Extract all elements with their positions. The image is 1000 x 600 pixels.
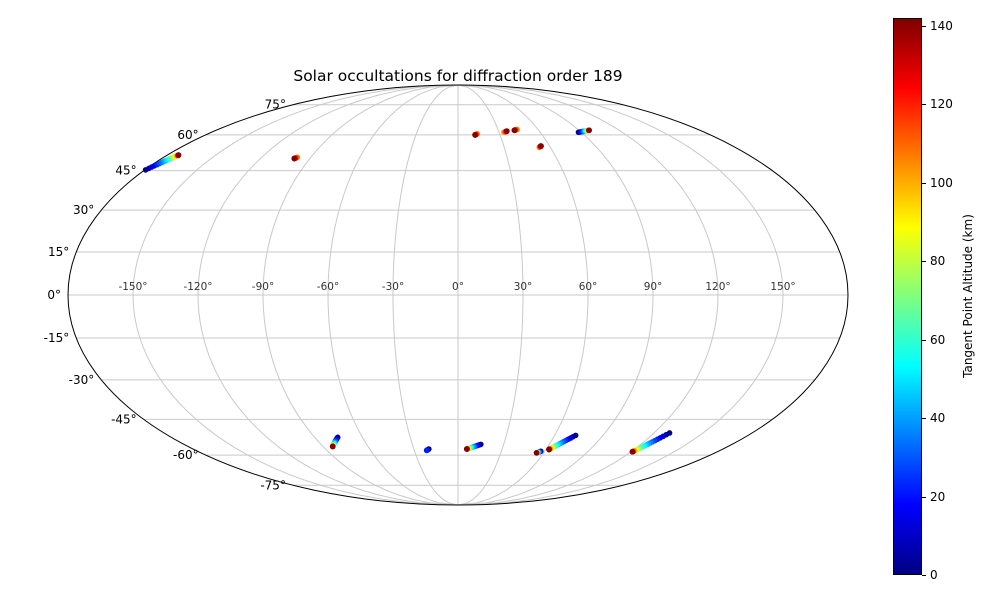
longitude-label: -90° bbox=[252, 281, 274, 293]
occultation-track bbox=[536, 143, 544, 151]
latitude-label: 60° bbox=[177, 128, 198, 142]
colorbar-tick-mark bbox=[922, 104, 926, 106]
occultation-track bbox=[291, 154, 301, 162]
occultation-track bbox=[464, 441, 484, 452]
latitude-label: -45° bbox=[111, 412, 137, 426]
occultation-point bbox=[533, 450, 540, 456]
occultation-track bbox=[142, 152, 182, 173]
colorbar-tick-label: 60 bbox=[930, 332, 946, 347]
occultation-track bbox=[501, 128, 510, 136]
colorbar-tick-mark bbox=[922, 182, 926, 184]
occultation-point bbox=[546, 446, 552, 453]
latitude-label: 0° bbox=[47, 288, 61, 302]
colorbar-tick-label: 40 bbox=[930, 411, 946, 426]
colorbar-tick-label: 80 bbox=[930, 254, 946, 269]
occultation-point bbox=[503, 128, 510, 134]
colorbar bbox=[893, 18, 922, 575]
colorbar-tick-mark bbox=[922, 418, 926, 420]
occultation-track bbox=[546, 432, 579, 453]
latitude-label: -75° bbox=[260, 478, 286, 492]
graticule-meridian bbox=[457, 84, 524, 506]
colorbar-gradient bbox=[894, 19, 921, 574]
occultation-track bbox=[629, 430, 673, 455]
occultation-point bbox=[472, 132, 478, 138]
graticule-meridian bbox=[262, 84, 459, 506]
occultation-point bbox=[629, 448, 636, 455]
longitude-label: 90° bbox=[644, 281, 663, 293]
map-boundary bbox=[67, 84, 849, 506]
longitude-label: 120° bbox=[705, 281, 730, 293]
longitude-label: 60° bbox=[579, 281, 598, 293]
longitude-label: 0° bbox=[452, 281, 464, 293]
colorbar-axis-label: Tangent Point Altitude (km) bbox=[961, 214, 975, 378]
graticule-meridian bbox=[327, 84, 459, 506]
occultation-point bbox=[175, 152, 182, 158]
colorbar-tick-label: 140 bbox=[930, 18, 953, 33]
latitude-label: 45° bbox=[115, 164, 136, 178]
longitude-label: -30° bbox=[382, 281, 404, 293]
longitude-label: 30° bbox=[514, 281, 533, 293]
graticule-meridian bbox=[132, 84, 459, 506]
latitude-label: 75° bbox=[265, 98, 286, 112]
occultation-point bbox=[291, 155, 298, 162]
graticule-meridian bbox=[392, 84, 459, 506]
occultation-point bbox=[538, 143, 544, 149]
colorbar-tick-label: 20 bbox=[930, 489, 946, 504]
occultation-track bbox=[533, 448, 544, 456]
occultation-track bbox=[472, 130, 480, 138]
occultation-point bbox=[464, 446, 470, 452]
graticule-meridian bbox=[197, 84, 459, 506]
latitude-label: -15° bbox=[44, 331, 70, 345]
colorbar-tick-mark bbox=[922, 339, 926, 341]
longitude-label: 150° bbox=[770, 281, 795, 293]
occultation-point bbox=[586, 127, 592, 134]
latitude-label: -30° bbox=[69, 373, 95, 387]
longitude-label: -150° bbox=[118, 281, 147, 293]
longitude-label: -60° bbox=[317, 281, 339, 293]
occultation-track bbox=[423, 446, 432, 454]
colorbar-tick-mark bbox=[922, 575, 926, 576]
colorbar-tick-mark bbox=[922, 261, 926, 263]
colorbar-tick-label: 100 bbox=[930, 175, 953, 190]
occultation-track bbox=[511, 126, 521, 134]
latitude-label: 30° bbox=[73, 203, 94, 217]
occultation-track bbox=[329, 434, 341, 450]
latitude-label: -60° bbox=[173, 448, 199, 462]
chart-title: Solar occultations for diffraction order… bbox=[293, 67, 623, 85]
colorbar-tick-mark bbox=[922, 496, 926, 498]
graticule-meridian bbox=[457, 84, 589, 506]
occultation-point bbox=[423, 447, 430, 454]
longitude-label: -120° bbox=[183, 281, 212, 293]
occultation-point bbox=[329, 443, 336, 450]
graticule-meridian bbox=[457, 84, 784, 506]
occultation-track bbox=[575, 127, 592, 136]
graticule-meridian bbox=[457, 84, 719, 506]
occultation-point bbox=[511, 127, 518, 134]
graticule-meridian bbox=[457, 84, 654, 506]
colorbar-tick-label: 120 bbox=[930, 97, 953, 112]
colorbar-tick-mark bbox=[922, 25, 926, 27]
colorbar-tick-label: 0 bbox=[930, 568, 938, 582]
latitude-label: 15° bbox=[48, 245, 69, 259]
